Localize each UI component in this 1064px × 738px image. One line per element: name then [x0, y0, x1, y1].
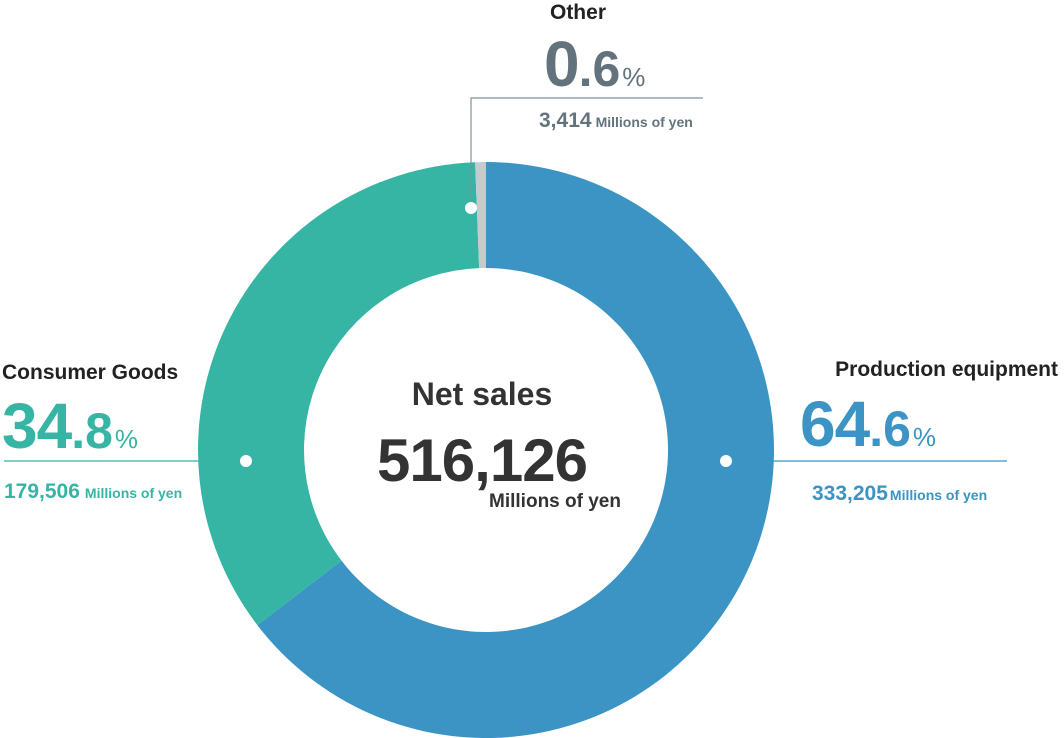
segment-amount-other: 3,414 Millions of yen — [539, 109, 693, 132]
percent-int-other: 0 — [544, 28, 579, 100]
center-title: Net sales — [412, 376, 553, 412]
donut-slices — [197, 162, 774, 738]
leader-dot-production — [720, 455, 732, 467]
segment-percent-consumer: 34.8% — [2, 390, 138, 462]
amount-unit-consumer: Millions of yen — [85, 485, 182, 501]
center-label: Net sales 516,126 Millions of yen — [377, 376, 621, 512]
segment-name-other: Other — [550, 1, 606, 24]
percent-dec-other: .6 — [579, 41, 621, 97]
amount-unit-production: Millions of yen — [890, 487, 987, 503]
amount-value-other: 3,414 — [539, 109, 592, 132]
donut-slice-production — [257, 162, 774, 738]
percent-sign-production: % — [913, 422, 936, 452]
donut-slice-consumer — [197, 162, 480, 626]
amount-unit-other: Millions of yen — [596, 114, 693, 130]
center-unit: Millions of yen — [489, 491, 621, 512]
segment-amount-production: 333,205 Millions of yen — [812, 482, 987, 505]
segment-percent-production: 64.6% — [800, 388, 936, 460]
label-production: Production equipment 64.6% 333,205 Millio… — [800, 358, 1058, 505]
percent-sign-consumer: % — [115, 424, 138, 454]
segment-amount-consumer: 179,506 Millions of yen — [4, 480, 182, 503]
leader-lines — [4, 97, 1007, 467]
label-consumer: Consumer Goods 34.8% 179,506 Millions of … — [2, 361, 182, 503]
leader-dot-consumer — [240, 455, 252, 467]
percent-dec-consumer: .8 — [71, 403, 113, 459]
percent-int-production: 64 — [800, 388, 871, 460]
percent-sign-other: % — [622, 62, 645, 92]
donut-slice-other — [475, 162, 486, 269]
percent-int-consumer: 34 — [2, 390, 73, 462]
leader-dot-other — [465, 202, 477, 214]
label-other: Other 0.6% 3,414 Millions of yen — [539, 1, 693, 132]
center-value: 516,126 — [377, 427, 587, 494]
percent-dec-production: .6 — [869, 401, 911, 457]
leader-line-other — [470, 97, 703, 208]
segment-name-consumer: Consumer Goods — [2, 361, 178, 384]
amount-value-production: 333,205 — [812, 482, 888, 505]
amount-value-consumer: 179,506 — [4, 480, 80, 503]
segment-name-production: Production equipment — [835, 358, 1058, 381]
segment-percent-other: 0.6% — [544, 28, 645, 100]
